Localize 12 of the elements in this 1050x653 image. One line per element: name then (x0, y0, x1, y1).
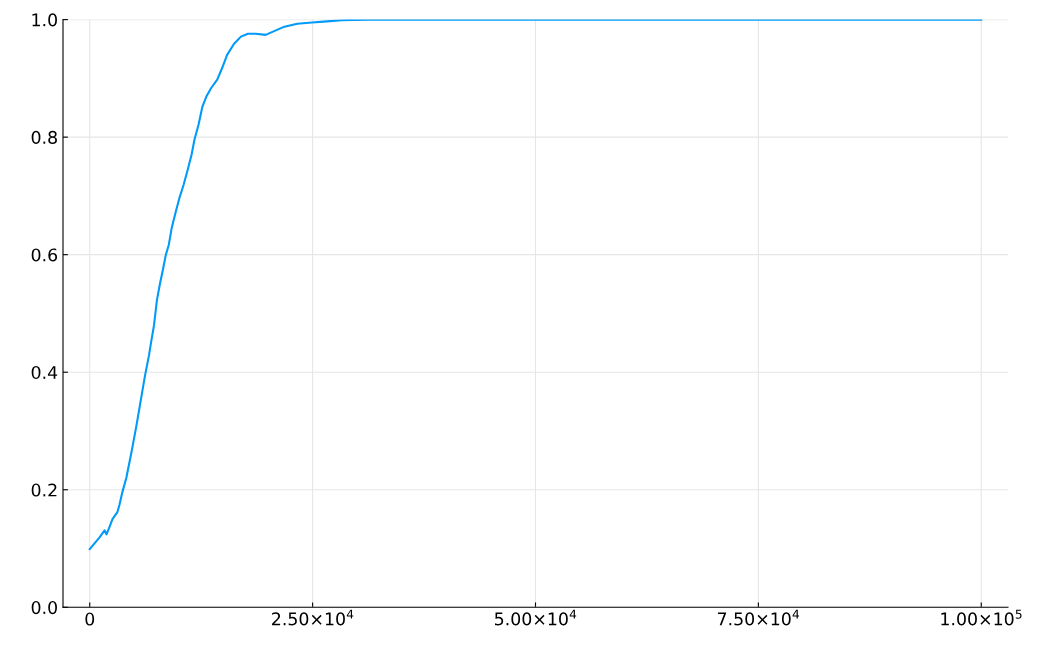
y-tick-label: 0.6 (31, 248, 58, 262)
x-tick-label: 1.00×10$^{5}$ (941, 609, 1022, 626)
x-tick-label: 0 (85, 612, 95, 626)
y-tick-label: 0.0 (31, 601, 57, 615)
y-tick-label: 0.2 (31, 483, 57, 497)
line-series (88, 19, 983, 551)
y-tick-label: 0.4 (31, 365, 58, 380)
x-tick-label: 7.50×10$^{4}$ (717, 609, 800, 626)
y-tick-label: 1.0 (32, 13, 57, 27)
x-tick-label: 2.50×10$^{4}$ (272, 609, 354, 626)
y-tick-label: 0.8 (31, 130, 57, 144)
x-tick-label: 5.00×10$^{4}$ (495, 609, 577, 626)
